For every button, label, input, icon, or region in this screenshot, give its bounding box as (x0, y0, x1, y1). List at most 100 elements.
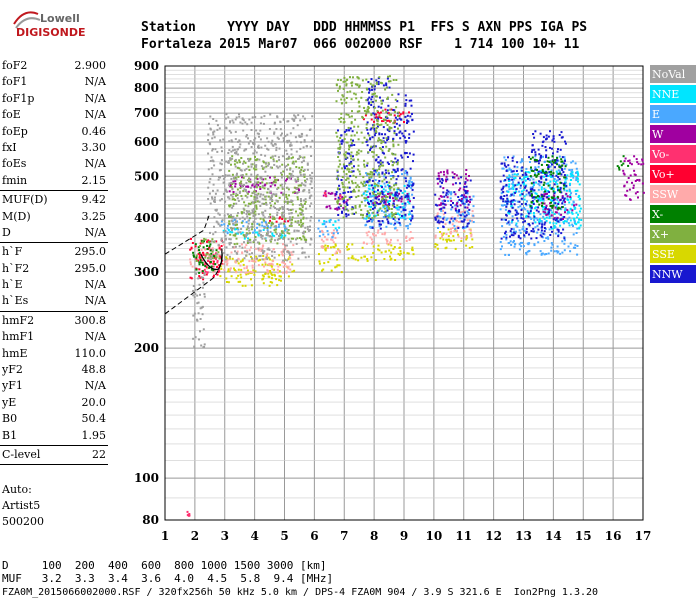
data-point-ssw (223, 243, 226, 246)
data-point-nnw (385, 171, 388, 174)
data-point-x- (215, 249, 218, 252)
data-point-noval (213, 225, 215, 228)
data-point-x- (300, 208, 303, 211)
data-point-x- (202, 246, 205, 249)
legend-item-ssw: SSW (650, 185, 696, 205)
data-point-noval (238, 115, 241, 118)
data-point-sse (235, 277, 238, 280)
data-point-vo- (204, 254, 207, 257)
data-point-x- (530, 193, 533, 196)
data-point-nnw (559, 188, 562, 191)
data-point-noval (212, 249, 215, 252)
data-point-nnw (377, 116, 380, 119)
data-point-nnw (463, 211, 466, 214)
data-point-sse (449, 239, 451, 242)
data-point-vo- (212, 260, 215, 263)
data-point-noval (266, 175, 269, 178)
data-point-x- (255, 186, 258, 189)
data-point-noval (229, 120, 232, 123)
data-point-nnw (381, 146, 384, 148)
data-point-e (408, 197, 410, 199)
data-point-nnw (434, 193, 437, 196)
data-point-w (259, 182, 262, 185)
data-point-sse (239, 273, 242, 276)
data-point-noval (264, 170, 267, 173)
data-point-ssw (332, 235, 335, 238)
data-point-noval (262, 251, 264, 254)
data-point-noval (286, 139, 289, 142)
data-point-e (540, 220, 543, 222)
data-point-nnw (404, 196, 407, 199)
data-point-x- (529, 157, 532, 160)
data-point-vo- (281, 218, 284, 220)
data-point-e (563, 167, 566, 170)
data-point-nnw (554, 219, 557, 222)
data-point-vo- (378, 116, 381, 118)
data-point-noval (260, 236, 263, 239)
data-point-noval (300, 182, 303, 185)
data-point-x- (348, 163, 351, 166)
data-point-noval (260, 146, 263, 149)
data-point-nnw (412, 130, 415, 133)
data-point-x- (384, 121, 387, 124)
param-row: hmE 110.0 (0, 346, 108, 362)
data-point-nnw (405, 152, 408, 154)
data-point-nnw (373, 88, 376, 91)
data-point-noval (311, 115, 314, 118)
data-point-nnw (540, 235, 543, 238)
data-point-nnw (370, 184, 373, 187)
data-point-nnw (392, 168, 395, 171)
data-point-x- (563, 176, 566, 179)
data-point-ssw (248, 249, 251, 252)
data-point-noval (269, 190, 272, 193)
data-point-vo- (324, 192, 327, 194)
x-tick-label: 14 (545, 529, 562, 543)
data-point-x- (541, 168, 544, 171)
data-point-sse (257, 259, 260, 262)
data-point-vo- (287, 220, 290, 223)
data-point-x- (363, 159, 366, 162)
data-point-x- (354, 181, 357, 184)
data-point-e (529, 161, 531, 163)
data-point-nnw (509, 200, 512, 203)
data-point-x- (355, 211, 357, 214)
data-point-nne (229, 230, 232, 233)
data-point-nnw (366, 213, 369, 216)
data-point-noval (192, 294, 195, 297)
data-point-x- (543, 171, 546, 174)
data-point-x- (384, 118, 387, 121)
data-point-w (631, 181, 633, 184)
data-point-noval (244, 121, 247, 124)
data-point-noval (279, 222, 282, 225)
data-point-nnw (368, 89, 371, 92)
data-point-nnw (469, 198, 472, 201)
data-point-x- (374, 204, 377, 207)
data-point-noval (259, 177, 262, 180)
data-point-e (558, 218, 561, 221)
data-point-x- (336, 169, 339, 172)
data-point-e (403, 176, 406, 179)
data-point-e (558, 221, 561, 224)
data-point-x- (351, 180, 353, 183)
data-point-nnw (449, 204, 452, 206)
data-point-w (465, 169, 468, 171)
data-point-sse (233, 269, 236, 271)
data-point-nne (565, 177, 568, 180)
data-point-x- (541, 204, 543, 207)
data-point-e (563, 156, 566, 159)
data-point-sse (411, 246, 414, 249)
data-point-x- (377, 184, 380, 187)
data-point-noval (199, 307, 202, 310)
data-point-x- (235, 237, 238, 240)
data-point-sse (268, 276, 271, 278)
data-point-noval (294, 178, 297, 181)
data-point-x- (376, 169, 379, 172)
data-point-nne (566, 174, 569, 177)
data-point-x- (397, 143, 400, 146)
data-point-w (439, 203, 442, 206)
data-point-nne (362, 193, 365, 196)
data-point-x- (345, 83, 348, 86)
data-point-nnw (529, 210, 532, 213)
data-point-noval (230, 131, 233, 134)
data-point-nnw (377, 83, 380, 86)
